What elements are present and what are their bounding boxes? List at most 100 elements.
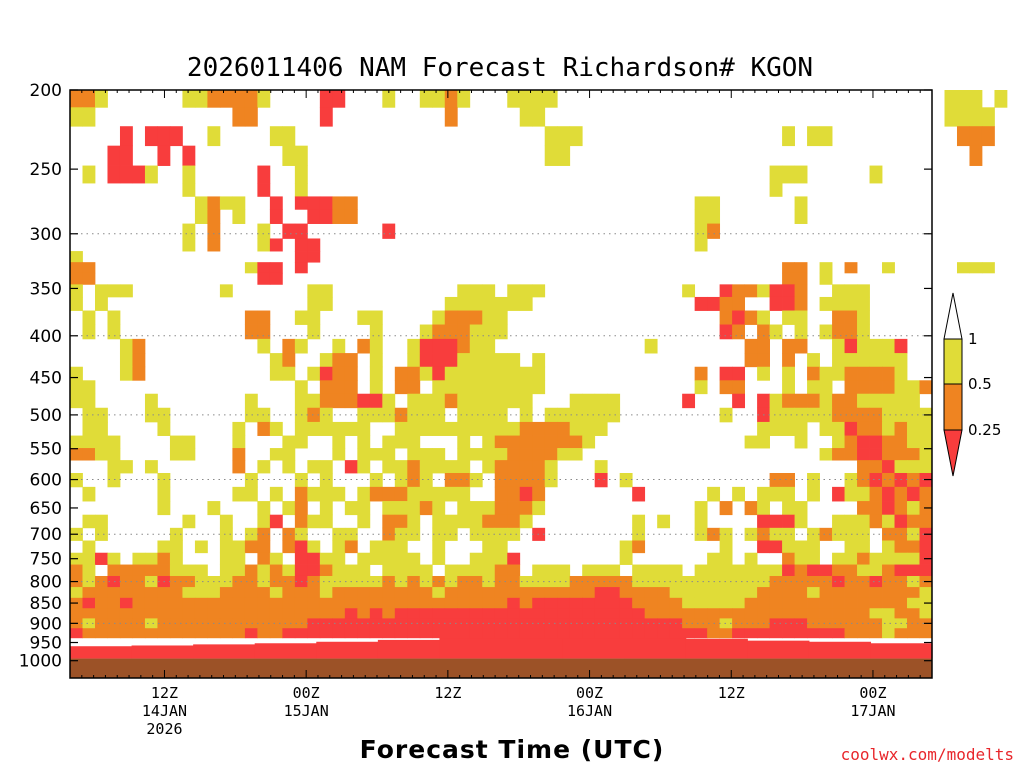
ri-cell [319, 575, 333, 588]
ri-cell [769, 608, 783, 619]
ri-cell [182, 514, 196, 529]
ri-cell [869, 575, 883, 588]
ri-cell [469, 597, 483, 609]
ri-cell [482, 501, 496, 516]
ri-cell [769, 296, 783, 311]
ri-cell [207, 126, 221, 147]
ri-cell [332, 564, 346, 577]
ri-cell [357, 564, 371, 577]
ri-cell [432, 366, 446, 381]
ri-cell [607, 575, 621, 588]
ri-cell [907, 564, 920, 577]
ri-cell [132, 575, 146, 588]
ri-cell [107, 324, 121, 340]
ri-cell [319, 284, 333, 298]
ri-cell [644, 587, 658, 599]
ri-cell [469, 366, 483, 381]
ri-cell [719, 597, 733, 609]
ri-cell [444, 324, 458, 340]
ri-cell [632, 514, 646, 529]
ri-cell [494, 540, 508, 554]
ri-cell [332, 540, 346, 554]
ri-cell [232, 587, 246, 599]
ri-cell [832, 564, 845, 577]
ri-cell [882, 380, 895, 395]
ri-cell [94, 597, 108, 609]
ri-cell [857, 628, 870, 639]
ri-cell [482, 514, 496, 529]
ri-cell [782, 393, 795, 409]
ri-cell [981, 107, 995, 127]
ri-cell [169, 435, 183, 449]
ri-cell [794, 262, 808, 274]
ri-cell [532, 597, 546, 609]
ri-cell [182, 183, 196, 197]
ri-cell [257, 514, 271, 529]
ri-cell [507, 460, 521, 474]
ri-cell [482, 460, 496, 474]
ri-cell [219, 514, 233, 529]
ri-cell [319, 107, 333, 127]
ri-cell [407, 393, 421, 409]
ri-cell [757, 501, 770, 516]
ri-cell [907, 460, 920, 474]
ri-cell [294, 628, 308, 639]
ri-cell [219, 284, 233, 298]
ri-cell [632, 575, 646, 588]
ri-cell [70, 435, 83, 449]
ri-cell [644, 597, 658, 609]
ri-cell [194, 587, 208, 599]
ri-cell [182, 628, 196, 639]
x-tick-label: 00Z [859, 684, 886, 702]
ri-cell [519, 597, 533, 609]
ri-cell [70, 262, 83, 274]
ri-cell [882, 366, 895, 381]
ri-cell [369, 473, 383, 488]
ri-cell [832, 514, 845, 529]
ri-cell [182, 223, 196, 239]
ri-cell [269, 421, 283, 436]
ri-cell [257, 564, 271, 577]
ri-cell [519, 284, 533, 298]
ri-cell [769, 597, 783, 609]
ri-cell [444, 587, 458, 599]
ri-cell [507, 597, 521, 609]
ri-cell [169, 587, 183, 599]
ri-cell [857, 366, 870, 381]
ri-cell [182, 618, 196, 629]
ri-cell [132, 552, 146, 565]
ri-cell [719, 564, 733, 577]
ri-cell [269, 618, 283, 629]
site-credit[interactable]: coolwx.com/modelts [841, 745, 1014, 764]
ri-cell [344, 608, 358, 619]
ri-cell [394, 628, 408, 639]
ri-cell [882, 421, 895, 436]
ri-cell [832, 628, 845, 639]
ri-cell [482, 366, 496, 381]
ri-cell [857, 552, 870, 565]
ri-cell [244, 527, 258, 541]
ri-cell [294, 165, 308, 184]
ri-cell [844, 628, 858, 639]
x-tick-label: 00Z [293, 684, 320, 702]
ri-cell [869, 338, 883, 354]
ri-cell [594, 473, 608, 488]
ri-cell [732, 393, 746, 409]
ri-cell [607, 393, 621, 409]
ri-cell [882, 486, 895, 502]
ri-cell [719, 407, 733, 423]
ri-cell [482, 587, 496, 599]
ri-cell [82, 575, 96, 588]
ri-cell [832, 608, 845, 619]
ri-cell [519, 407, 533, 423]
ri-cell [94, 628, 108, 639]
ri-cell [907, 608, 920, 619]
ri-cell [82, 272, 96, 285]
ri-cell [419, 575, 433, 588]
ri-cell [769, 514, 783, 529]
ri-cell [369, 618, 383, 629]
ri-cell [694, 527, 708, 541]
ri-cell [132, 165, 146, 184]
ri-cell [757, 393, 770, 409]
ri-cell [332, 608, 346, 619]
